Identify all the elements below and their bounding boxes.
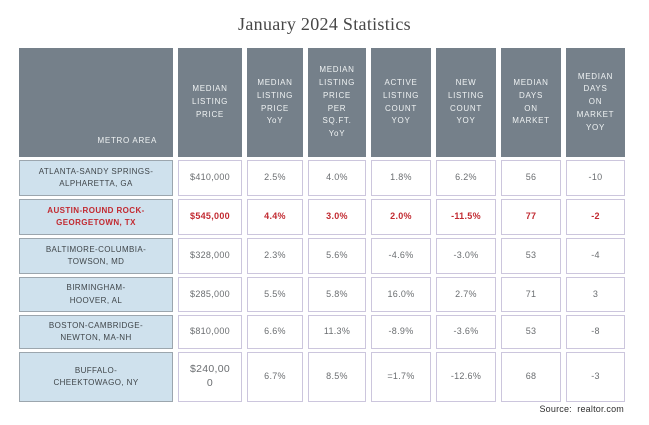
value-cell: 16.0%	[371, 277, 431, 312]
value-cell: 3.0%	[308, 199, 366, 235]
value-cell: 8.5%	[308, 352, 366, 402]
value-cell: 5.6%	[308, 238, 366, 274]
value-cell: 1.8%	[371, 160, 431, 196]
column-header-median-days-on-market: MEDIAN DAYS ON MARKET	[501, 48, 561, 157]
value-cell: 53	[501, 315, 561, 349]
value-cell: $410,000	[178, 160, 242, 196]
value-cell: $545,000	[178, 199, 242, 235]
value-cell: 77	[501, 199, 561, 235]
column-header-active-listing-count-yoy: ACTIVE LISTING COUNT YOY	[371, 48, 431, 157]
source-note: Source: realtor.com	[539, 404, 624, 414]
value-cell: -8.9%	[371, 315, 431, 349]
page-title: January 2024 Statistics	[238, 14, 411, 34]
metro-cell-baltimore: BALTIMORE-COLUMBIA- TOWSON, MD	[19, 238, 173, 274]
value-cell: 71	[501, 277, 561, 312]
value-cell: -3.0%	[436, 238, 496, 274]
column-header-median-days-on-market-yoy: MEDIAN DAYS ON MARKET YOY	[566, 48, 625, 157]
value-cell: -10	[566, 160, 625, 196]
metro-cell-birmingham: BIRMINGHAM- HOOVER, AL	[19, 277, 173, 312]
value-cell: -11.5%	[436, 199, 496, 235]
value-cell: 6.7%	[247, 352, 303, 402]
value-cell: -3.6%	[436, 315, 496, 349]
value-cell: 11.3%	[308, 315, 366, 349]
value-cell: -2	[566, 199, 625, 235]
value-cell: $285,000	[178, 277, 242, 312]
value-cell: 5.5%	[247, 277, 303, 312]
value-cell: -3	[566, 352, 625, 402]
metro-cell-atlanta: ATLANTA-SANDY SPRINGS- ALPHARETTA, GA	[19, 160, 173, 196]
value-cell: 3	[566, 277, 625, 312]
column-header-median-listing-price: MEDIAN LISTING PRICE	[178, 48, 242, 157]
value-cell: 2.3%	[247, 238, 303, 274]
metro-cell-austin-highlighted: AUSTIN-ROUND ROCK- GEORGETOWN, TX	[19, 199, 173, 235]
value-cell: 6.6%	[247, 315, 303, 349]
value-cell: 6.2%	[436, 160, 496, 196]
value-cell: 53	[501, 238, 561, 274]
value-cell: 2.0%	[371, 199, 431, 235]
value-cell: $328,000	[178, 238, 242, 274]
metro-cell-buffalo: BUFFALO- CHEEKTOWAGO, NY	[19, 352, 173, 402]
column-header-new-listing-count-yoy: NEW LISTING COUNT YOY	[436, 48, 496, 157]
value-cell: 2.7%	[436, 277, 496, 312]
value-cell: $240,00 0	[178, 352, 242, 402]
value-cell: 2.5%	[247, 160, 303, 196]
statistics-table: METRO AREA MEDIAN LISTING PRICE MEDIAN L…	[19, 48, 625, 402]
value-cell: 5.8%	[308, 277, 366, 312]
value-cell: $810,000	[178, 315, 242, 349]
column-header-median-listing-price-yoy: MEDIAN LISTING PRICE YoY	[247, 48, 303, 157]
value-cell: 4.0%	[308, 160, 366, 196]
value-cell: =1.7%	[371, 352, 431, 402]
value-cell: 68	[501, 352, 561, 402]
metro-cell-boston: BOSTON-CAMBRIDGE- NEWTON, MA-NH	[19, 315, 173, 349]
value-cell: 56	[501, 160, 561, 196]
value-cell: -4.6%	[371, 238, 431, 274]
column-header-metro-area: METRO AREA	[19, 48, 173, 157]
value-cell: -8	[566, 315, 625, 349]
value-cell: -4	[566, 238, 625, 274]
value-cell: -12.6%	[436, 352, 496, 402]
column-header-price-per-sqft-yoy: MEDIAN LISTING PRICE PER SQ.FT. YoY	[308, 48, 366, 157]
value-cell: 4.4%	[247, 199, 303, 235]
